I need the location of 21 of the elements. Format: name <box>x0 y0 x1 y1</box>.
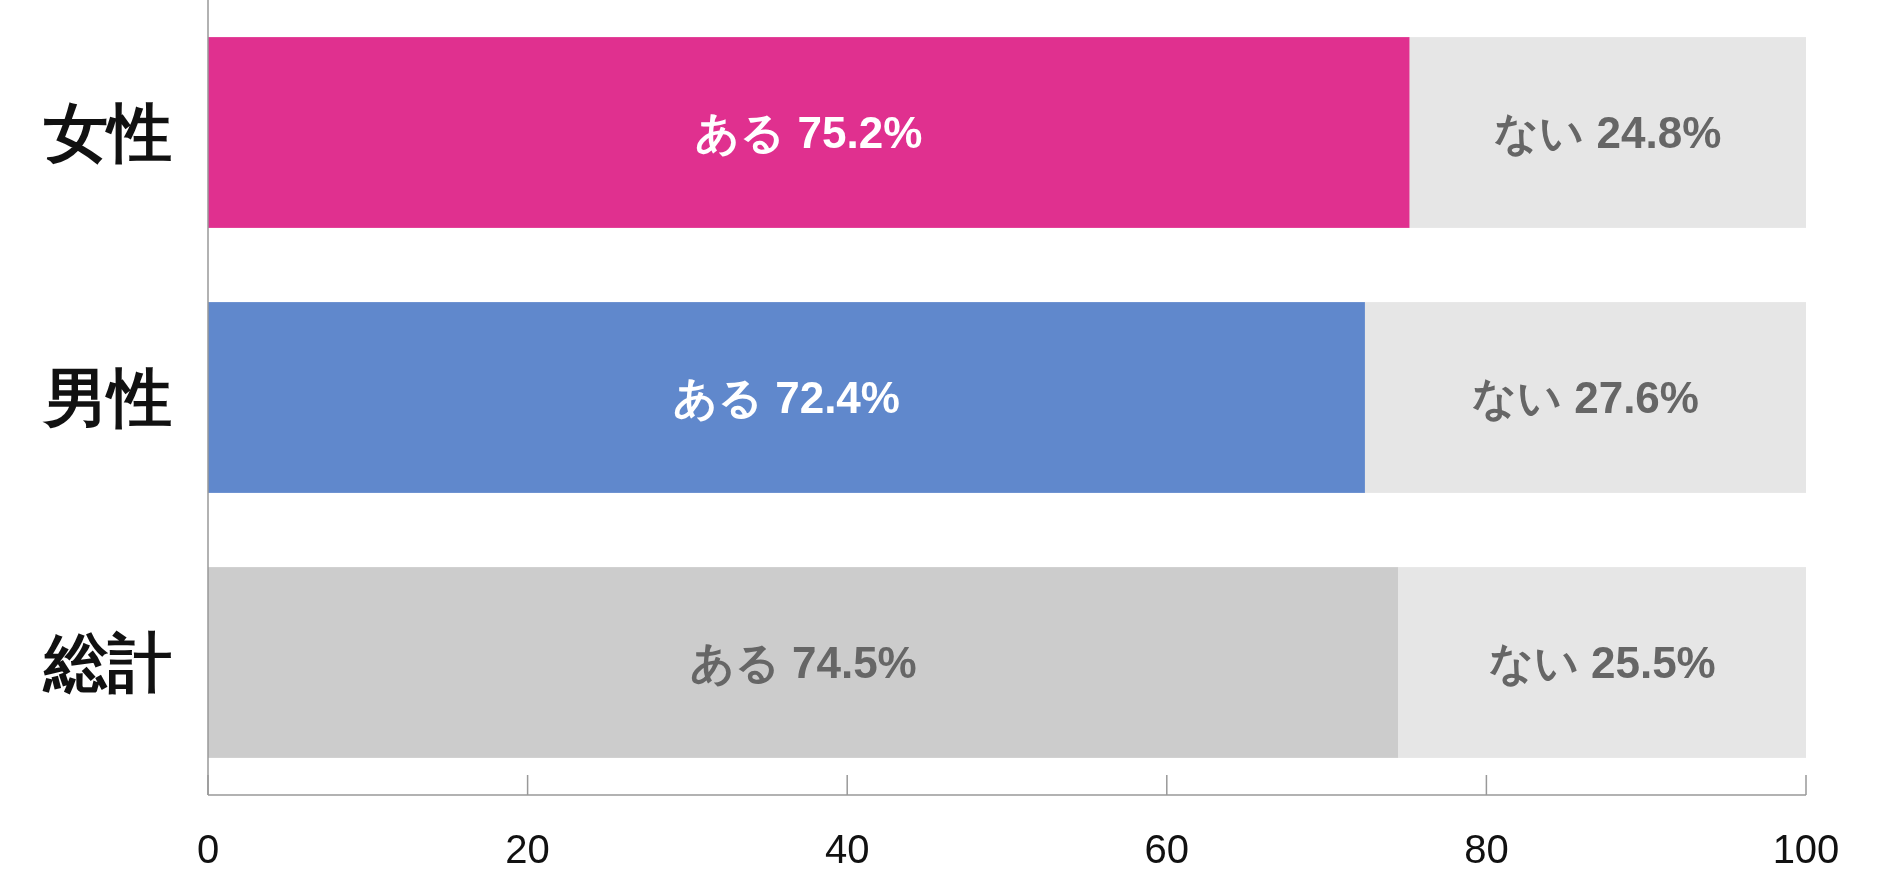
data-label: ある 75.2% <box>695 108 923 157</box>
data-label: ない 25.5% <box>1488 638 1716 687</box>
bar <box>1364 302 1806 493</box>
x-tick-label: 80 <box>1464 827 1509 871</box>
x-tick-label: 100 <box>1772 827 1840 871</box>
x-tick-label: 0 <box>196 827 220 871</box>
data-label: ある 72.4% <box>672 373 900 422</box>
data-label: ない 27.6% <box>1471 373 1699 422</box>
x-tick-label: 60 <box>1144 827 1190 871</box>
bar <box>208 302 1365 493</box>
bar <box>1409 37 1806 228</box>
bar <box>1398 567 1806 758</box>
x-tick-label: 40 <box>824 827 870 871</box>
y-tick-label: 男性 <box>42 360 172 435</box>
y-tick-label: 総計 <box>42 625 172 700</box>
bar <box>208 567 1399 758</box>
data-label: ない 24.8% <box>1494 108 1722 157</box>
bar <box>208 37 1410 228</box>
x-tick-label: 20 <box>505 827 550 871</box>
y-tick-label: 女性 <box>44 95 172 170</box>
data-label: ある 74.5% <box>689 638 917 687</box>
